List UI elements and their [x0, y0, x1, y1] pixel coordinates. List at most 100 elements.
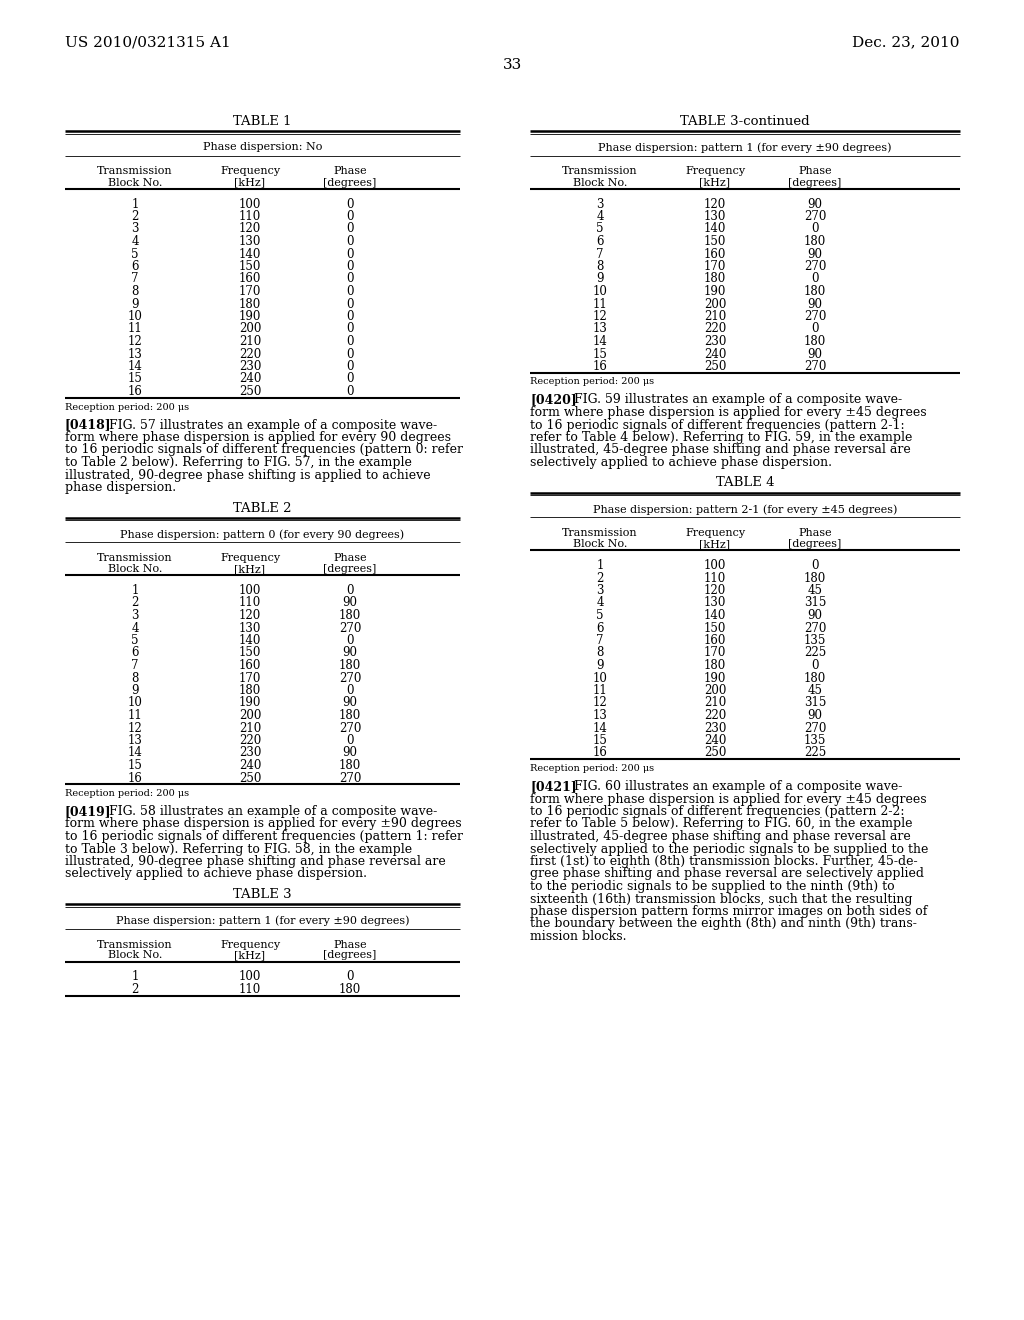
Text: 15: 15	[593, 347, 607, 360]
Text: FIG. 60 illustrates an example of a composite wave-: FIG. 60 illustrates an example of a comp…	[574, 780, 902, 793]
Text: Frequency: Frequency	[685, 166, 745, 177]
Text: 6: 6	[131, 260, 138, 273]
Text: 1: 1	[131, 970, 138, 983]
Text: 180: 180	[239, 684, 261, 697]
Text: illustrated, 90-degree phase shifting is applied to achieve: illustrated, 90-degree phase shifting is…	[65, 469, 431, 482]
Text: 12: 12	[128, 335, 142, 348]
Text: refer to Table 5 below). Referring to FIG. 60, in the example: refer to Table 5 below). Referring to FI…	[530, 817, 912, 830]
Text: 180: 180	[339, 759, 361, 772]
Text: Phase: Phase	[798, 528, 831, 539]
Text: Reception period: 200 μs: Reception period: 200 μs	[530, 764, 654, 774]
Text: 180: 180	[339, 709, 361, 722]
Text: 230: 230	[239, 360, 261, 374]
Text: [degrees]: [degrees]	[324, 950, 377, 961]
Text: 100: 100	[239, 198, 261, 210]
Text: first (1st) to eighth (8th) transmission blocks. Further, 45-de-: first (1st) to eighth (8th) transmission…	[530, 855, 918, 869]
Text: [degrees]: [degrees]	[324, 564, 377, 574]
Text: 2: 2	[596, 572, 604, 585]
Text: 90: 90	[808, 248, 822, 260]
Text: 210: 210	[703, 697, 726, 710]
Text: 190: 190	[703, 672, 726, 685]
Text: 11: 11	[593, 684, 607, 697]
Text: 180: 180	[703, 659, 726, 672]
Text: 4: 4	[596, 210, 604, 223]
Text: 0: 0	[811, 558, 819, 572]
Text: Dec. 23, 2010: Dec. 23, 2010	[853, 36, 961, 49]
Text: 220: 220	[703, 709, 726, 722]
Text: Frequency: Frequency	[220, 553, 280, 564]
Text: 14: 14	[128, 747, 142, 759]
Text: 16: 16	[128, 385, 142, 399]
Text: 16: 16	[593, 360, 607, 374]
Text: 15: 15	[128, 372, 142, 385]
Text: 0: 0	[346, 248, 353, 260]
Text: sixteenth (16th) transmission blocks, such that the resulting: sixteenth (16th) transmission blocks, su…	[530, 892, 912, 906]
Text: [degrees]: [degrees]	[788, 177, 842, 187]
Text: 0: 0	[346, 260, 353, 273]
Text: 10: 10	[593, 672, 607, 685]
Text: 0: 0	[346, 297, 353, 310]
Text: 140: 140	[703, 223, 726, 235]
Text: phase dispersion pattern forms mirror images on both sides of: phase dispersion pattern forms mirror im…	[530, 906, 928, 917]
Text: form where phase dispersion is applied for every ±45 degrees: form where phase dispersion is applied f…	[530, 792, 927, 805]
Text: 9: 9	[131, 684, 138, 697]
Text: 110: 110	[239, 597, 261, 610]
Text: illustrated, 45-degree phase shifting and phase reversal are: illustrated, 45-degree phase shifting an…	[530, 830, 910, 843]
Text: 0: 0	[346, 272, 353, 285]
Text: 11: 11	[128, 322, 142, 335]
Text: FIG. 57 illustrates an example of a composite wave-: FIG. 57 illustrates an example of a comp…	[109, 418, 437, 432]
Text: 7: 7	[596, 248, 604, 260]
Text: 0: 0	[811, 223, 819, 235]
Text: 8: 8	[131, 285, 138, 298]
Text: 16: 16	[128, 771, 142, 784]
Text: 7: 7	[596, 634, 604, 647]
Text: 1: 1	[596, 558, 604, 572]
Text: Phase: Phase	[798, 166, 831, 177]
Text: form where phase dispersion is applied for every ±90 degrees: form where phase dispersion is applied f…	[65, 817, 462, 830]
Text: 180: 180	[804, 235, 826, 248]
Text: 0: 0	[346, 347, 353, 360]
Text: 7: 7	[131, 272, 138, 285]
Text: 13: 13	[593, 709, 607, 722]
Text: 3: 3	[596, 583, 604, 597]
Text: 150: 150	[703, 235, 726, 248]
Text: mission blocks.: mission blocks.	[530, 931, 627, 942]
Text: 90: 90	[808, 709, 822, 722]
Text: to the periodic signals to be supplied to the ninth (9th) to: to the periodic signals to be supplied t…	[530, 880, 895, 894]
Text: 120: 120	[239, 223, 261, 235]
Text: 90: 90	[808, 609, 822, 622]
Text: 225: 225	[804, 747, 826, 759]
Text: 0: 0	[346, 360, 353, 374]
Text: to 16 periodic signals of different frequencies (pattern 2-2:: to 16 periodic signals of different freq…	[530, 805, 904, 818]
Text: 230: 230	[703, 335, 726, 348]
Text: 180: 180	[703, 272, 726, 285]
Text: 1: 1	[131, 583, 138, 597]
Text: 220: 220	[703, 322, 726, 335]
Text: [degrees]: [degrees]	[324, 177, 377, 187]
Text: 5: 5	[596, 609, 604, 622]
Text: 8: 8	[131, 672, 138, 685]
Text: 160: 160	[239, 659, 261, 672]
Text: 210: 210	[703, 310, 726, 323]
Text: 0: 0	[346, 583, 353, 597]
Text: 150: 150	[703, 622, 726, 635]
Text: 170: 170	[239, 285, 261, 298]
Text: 0: 0	[346, 235, 353, 248]
Text: 2: 2	[131, 983, 138, 997]
Text: gree phase shifting and phase reversal are selectively applied: gree phase shifting and phase reversal a…	[530, 867, 924, 880]
Text: 0: 0	[811, 659, 819, 672]
Text: TABLE 3-continued: TABLE 3-continued	[680, 115, 810, 128]
Text: 270: 270	[804, 622, 826, 635]
Text: 315: 315	[804, 597, 826, 610]
Text: 180: 180	[804, 335, 826, 348]
Text: 0: 0	[346, 322, 353, 335]
Text: 130: 130	[703, 210, 726, 223]
Text: 270: 270	[804, 210, 826, 223]
Text: 0: 0	[346, 285, 353, 298]
Text: Reception period: 200 μs: Reception period: 200 μs	[65, 789, 189, 799]
Text: selectively applied to achieve phase dispersion.: selectively applied to achieve phase dis…	[65, 867, 367, 880]
Text: Frequency: Frequency	[220, 940, 280, 949]
Text: refer to Table 4 below). Referring to FIG. 59, in the example: refer to Table 4 below). Referring to FI…	[530, 432, 912, 444]
Text: 230: 230	[703, 722, 726, 734]
Text: [kHz]: [kHz]	[234, 564, 265, 574]
